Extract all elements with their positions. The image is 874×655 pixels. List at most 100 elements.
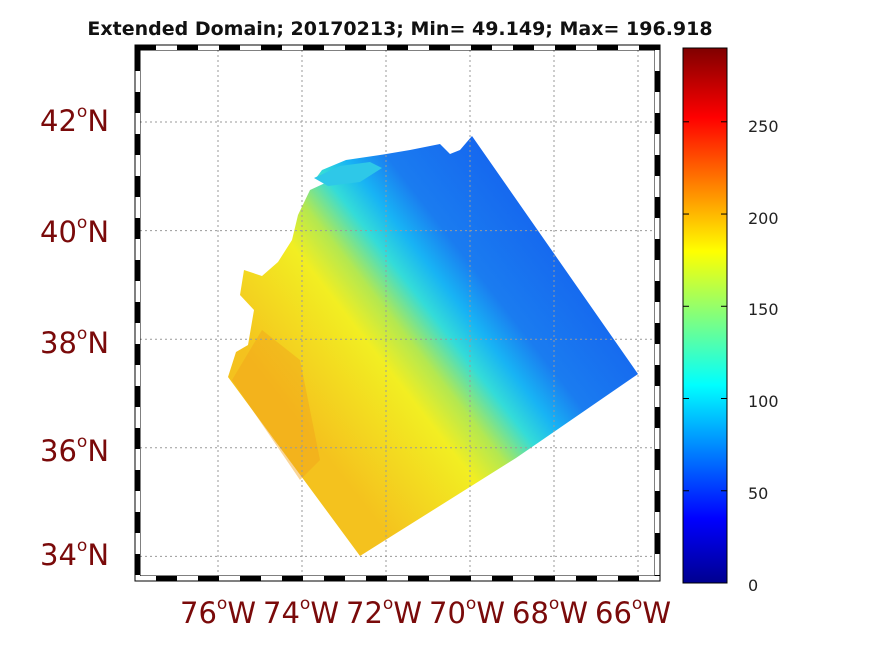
border-segment	[655, 155, 660, 176]
border-segment	[408, 45, 429, 50]
border-segment	[177, 45, 198, 50]
lon-label-76: 76oW	[180, 594, 256, 630]
border-segment	[135, 134, 140, 155]
border-segment	[240, 576, 261, 581]
lon-label-66: 66oW	[595, 594, 671, 630]
colorbar-tick-label-100: 100	[748, 392, 779, 411]
border-segment	[135, 576, 156, 581]
border-segment	[135, 575, 140, 576]
border-segment	[655, 92, 660, 113]
border-segment	[135, 155, 140, 176]
border-segment	[597, 576, 618, 581]
border-segment	[655, 176, 660, 197]
border-segment	[429, 576, 450, 581]
border-segment	[135, 386, 140, 407]
border-segment	[135, 323, 140, 344]
border-segment	[429, 45, 450, 50]
border-segment	[135, 281, 140, 302]
border-segment	[156, 576, 177, 581]
border-segment	[492, 576, 513, 581]
border-segment	[639, 576, 660, 581]
border-segment	[345, 576, 366, 581]
border-segment	[597, 45, 618, 50]
border-segment	[324, 45, 345, 50]
border-segment	[655, 197, 660, 218]
colorbar-tick-label-250: 250	[748, 117, 779, 136]
border-segment	[655, 134, 660, 155]
graticule	[140, 50, 655, 576]
lat-label-36: 36oN	[40, 432, 110, 468]
border-segment	[219, 576, 240, 581]
border-outline	[134, 44, 661, 582]
border-segment	[555, 576, 576, 581]
colorbar-tick-label-50: 50	[748, 484, 769, 503]
border-segment	[576, 45, 597, 50]
data-swath	[228, 136, 638, 556]
border-segment	[513, 576, 534, 581]
border-segment	[135, 428, 140, 449]
border-segment	[655, 428, 660, 449]
border-segment	[655, 281, 660, 302]
border-segment	[618, 45, 639, 50]
border-segment	[198, 45, 219, 50]
border-segment	[135, 92, 140, 113]
border-segment	[135, 71, 140, 92]
colorbar-tick-label-150: 150	[748, 300, 779, 319]
border-segment	[655, 407, 660, 428]
border-segment	[366, 45, 387, 50]
border-segment	[655, 491, 660, 512]
border-segment	[655, 302, 660, 323]
border-segment	[135, 491, 140, 512]
border-segment	[655, 239, 660, 260]
colorbar-ticks	[683, 121, 727, 584]
border-segment	[135, 533, 140, 554]
border-segment	[450, 576, 471, 581]
border-segment	[135, 554, 140, 575]
border-segment	[655, 365, 660, 386]
border-segment	[655, 218, 660, 239]
border-segment	[655, 50, 660, 71]
border-segment	[655, 260, 660, 281]
border-segment	[618, 576, 639, 581]
border-segment	[655, 344, 660, 365]
border-segment	[513, 45, 534, 50]
lat-label-42: 42oN	[40, 102, 110, 138]
border-segment	[135, 365, 140, 386]
border-segment	[135, 218, 140, 239]
border-segment	[177, 576, 198, 581]
border-segment	[555, 45, 576, 50]
border-segment	[345, 45, 366, 50]
border-segment	[534, 45, 555, 50]
border-segment	[655, 449, 660, 470]
border-segment	[282, 45, 303, 50]
border-segment	[135, 50, 140, 71]
border-segment	[303, 45, 324, 50]
border-segment	[135, 45, 156, 50]
border-segment	[261, 45, 282, 50]
border-segment	[655, 470, 660, 491]
border-segment	[135, 344, 140, 365]
border-segment	[639, 45, 660, 50]
border-segment	[471, 45, 492, 50]
border-segment	[135, 470, 140, 491]
border-segment	[135, 176, 140, 197]
border-segment	[655, 323, 660, 344]
border-segment	[282, 576, 303, 581]
border-segment	[655, 386, 660, 407]
border-segment	[135, 260, 140, 281]
swath-polygon	[228, 136, 638, 556]
border-segment	[135, 512, 140, 533]
colorbar	[682, 47, 728, 584]
lon-label-70: 70oW	[429, 594, 505, 630]
colorbar-tick-label-0: 0	[748, 576, 759, 595]
lat-label-38: 38oN	[40, 324, 110, 360]
border-segment	[135, 113, 140, 134]
border-segment	[471, 576, 492, 581]
border-segment	[240, 45, 261, 50]
border-segment	[303, 576, 324, 581]
border-segment	[450, 45, 471, 50]
lon-label-72: 72oW	[346, 594, 422, 630]
lon-label-68: 68oW	[512, 594, 588, 630]
border-segment	[655, 533, 660, 554]
